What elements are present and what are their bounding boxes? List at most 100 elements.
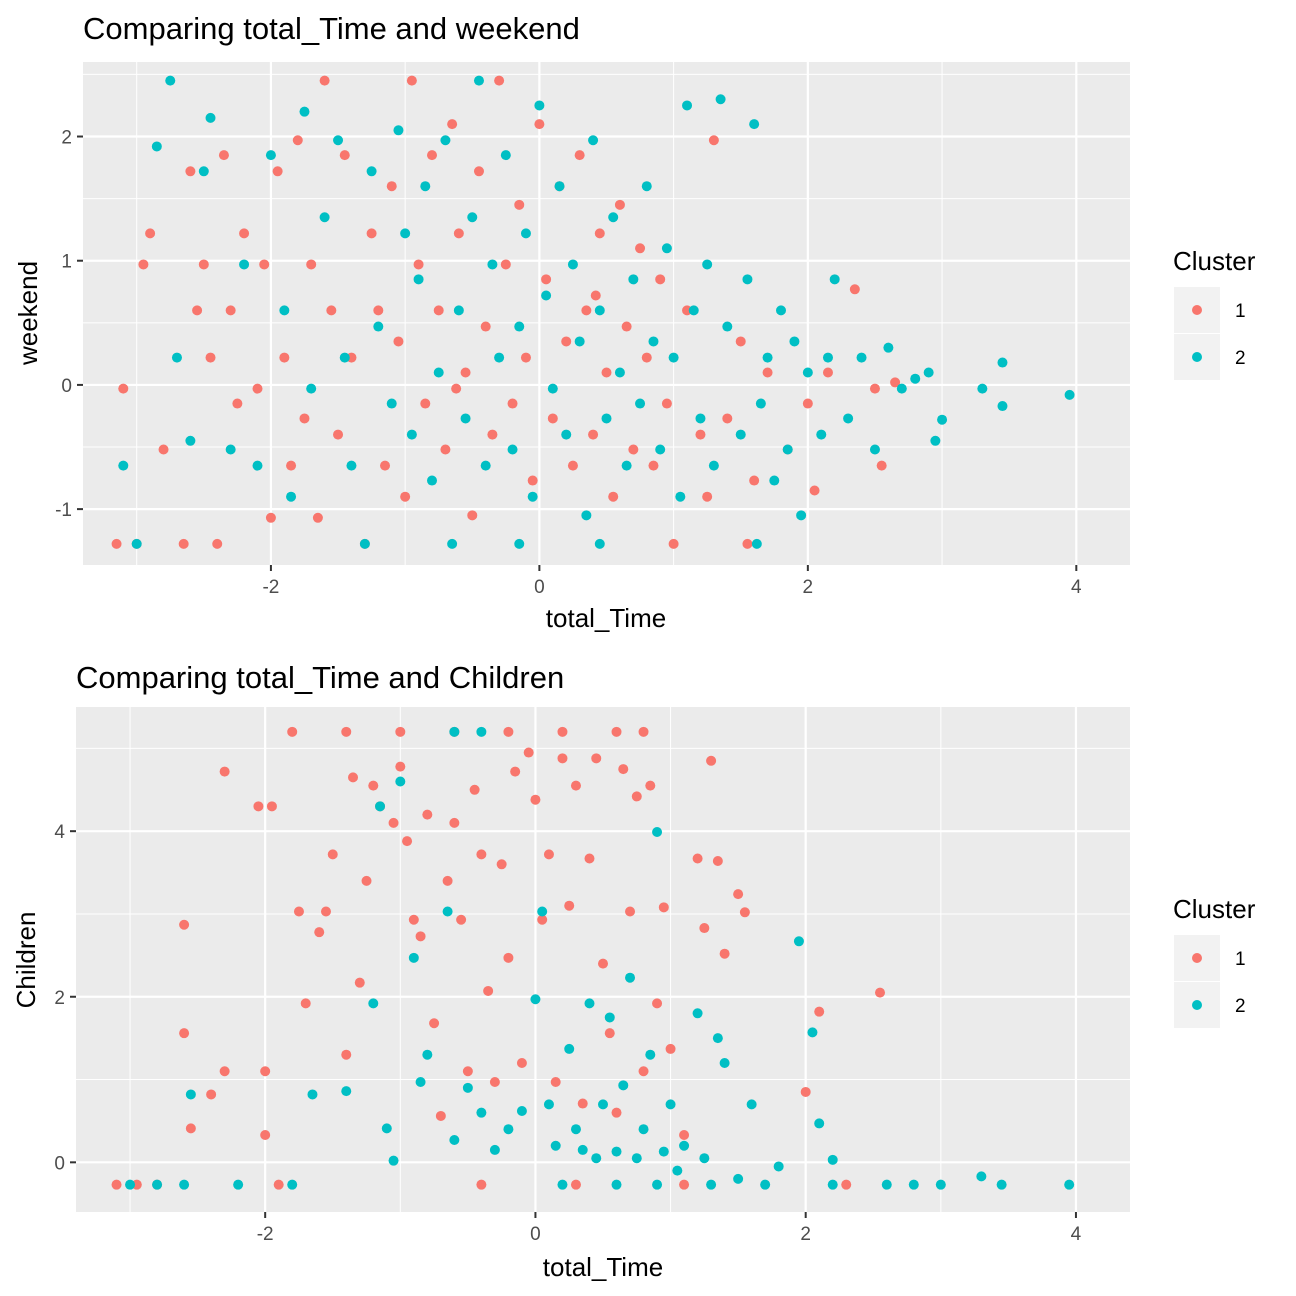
data-point-cluster-2 (179, 1179, 190, 1190)
legend-marker-cluster-2 (1192, 1000, 1202, 1010)
legend-marker-cluster-2 (1192, 352, 1202, 362)
plot2-points (111, 726, 1075, 1190)
plot2-x-tick-labels: -2 0 2 4 (257, 1224, 1082, 1245)
data-point-cluster-2 (225, 444, 236, 455)
data-point-cluster-1 (802, 398, 813, 409)
data-point-cluster-2 (299, 106, 310, 117)
data-point-cluster-1 (543, 849, 554, 860)
y-tick-label: -1 (55, 500, 72, 521)
data-point-cluster-2 (534, 100, 545, 111)
data-point-cluster-2 (388, 1155, 399, 1166)
data-point-cluster-2 (672, 1165, 683, 1176)
data-point-cluster-2 (661, 243, 672, 254)
data-point-cluster-1 (679, 1130, 690, 1141)
plot1-y-axis-title: weekend (13, 261, 43, 366)
data-point-cluster-1 (293, 906, 304, 917)
plot1-ticks (77, 135, 1078, 571)
x-tick-label: 2 (803, 577, 814, 598)
data-point-cluster-2 (930, 435, 941, 446)
data-point-cluster-1 (722, 413, 733, 424)
plot2-grid (76, 707, 1130, 1212)
data-point-cluster-1 (645, 780, 656, 791)
data-point-cluster-1 (702, 491, 713, 502)
data-point-cluster-2 (614, 367, 625, 378)
data-point-cluster-2 (307, 1089, 318, 1100)
data-point-cluster-1 (158, 444, 169, 455)
data-point-cluster-1 (420, 398, 431, 409)
data-point-cluster-2 (796, 510, 807, 521)
data-point-cluster-1 (456, 914, 467, 925)
legend-title: Cluster (1173, 894, 1256, 924)
data-point-cluster-1 (699, 923, 710, 934)
data-point-cluster-2 (591, 1153, 602, 1164)
data-point-cluster-1 (849, 284, 860, 295)
x-tick-label: 2 (800, 1224, 811, 1245)
data-point-cluster-1 (253, 801, 264, 812)
data-point-cluster-2 (715, 94, 726, 105)
data-point-cluster-2 (205, 112, 216, 123)
data-point-cluster-1 (577, 1098, 588, 1109)
data-point-cluster-2 (427, 475, 437, 486)
data-point-cluster-1 (733, 889, 744, 900)
data-point-cluster-1 (489, 1077, 500, 1088)
data-point-cluster-2 (564, 1043, 575, 1054)
data-point-cluster-1 (635, 243, 646, 254)
data-point-cluster-2 (507, 444, 518, 455)
data-point-cluster-1 (487, 429, 498, 440)
data-point-cluster-2 (165, 75, 176, 86)
data-point-cluster-2 (574, 336, 585, 347)
data-point-cluster-1 (476, 1179, 487, 1190)
data-point-cluster-2 (762, 352, 773, 363)
data-point-cluster-2 (751, 538, 762, 549)
data-point-cluster-1 (287, 726, 298, 737)
data-point-cluster-2 (527, 491, 538, 502)
data-point-cluster-1 (507, 398, 518, 409)
data-point-cluster-1 (503, 952, 514, 963)
data-point-cluster-1 (527, 475, 538, 486)
data-point-cluster-1 (395, 726, 406, 737)
data-point-cluster-1 (402, 836, 413, 847)
data-point-cluster-1 (665, 1043, 676, 1054)
data-point-cluster-1 (388, 817, 399, 828)
data-point-cluster-2 (641, 181, 652, 192)
data-point-cluster-1 (206, 1089, 217, 1100)
data-point-cluster-2 (668, 352, 679, 363)
data-point-cluster-1 (460, 367, 471, 378)
x-tick-label: -2 (257, 1224, 274, 1245)
legend-marker-cluster-1 (1192, 953, 1202, 963)
data-point-cluster-1 (273, 1179, 284, 1190)
data-point-cluster-2 (152, 1179, 163, 1190)
data-point-cluster-1 (550, 1077, 561, 1088)
data-point-cluster-1 (447, 119, 458, 130)
data-point-cluster-1 (473, 166, 484, 177)
plot1-grid (83, 62, 1130, 565)
data-point-cluster-2 (631, 1153, 642, 1164)
data-point-cluster-2 (735, 429, 746, 440)
data-point-cluster-1 (266, 801, 277, 812)
data-point-cluster-2 (584, 998, 595, 1009)
data-point-cluster-1 (875, 987, 886, 998)
data-point-cluster-1 (570, 1179, 581, 1190)
data-point-cluster-1 (658, 902, 669, 913)
data-point-cluster-2 (198, 166, 209, 177)
legend-label-1: 1 (1235, 949, 1246, 970)
data-point-cluster-2 (712, 1033, 723, 1044)
data-point-cluster-1 (638, 726, 649, 737)
data-point-cluster-2 (598, 1099, 608, 1110)
data-point-cluster-2 (151, 141, 162, 152)
data-point-cluster-2 (366, 166, 377, 177)
data-point-cluster-1 (429, 1018, 440, 1029)
data-point-cluster-2 (279, 305, 290, 316)
data-point-cluster-2 (755, 398, 766, 409)
data-point-cluster-1 (179, 1028, 190, 1039)
data-point-cluster-2 (1064, 389, 1075, 400)
plot2-ticks (70, 830, 1077, 1218)
data-point-cluster-1 (272, 166, 283, 177)
data-point-cluster-1 (510, 766, 521, 777)
data-point-cluster-1 (814, 1006, 825, 1017)
data-point-cluster-2 (807, 1027, 818, 1038)
data-point-cluster-2 (346, 460, 357, 471)
data-point-cluster-1 (333, 429, 344, 440)
data-point-cluster-2 (706, 1179, 717, 1190)
